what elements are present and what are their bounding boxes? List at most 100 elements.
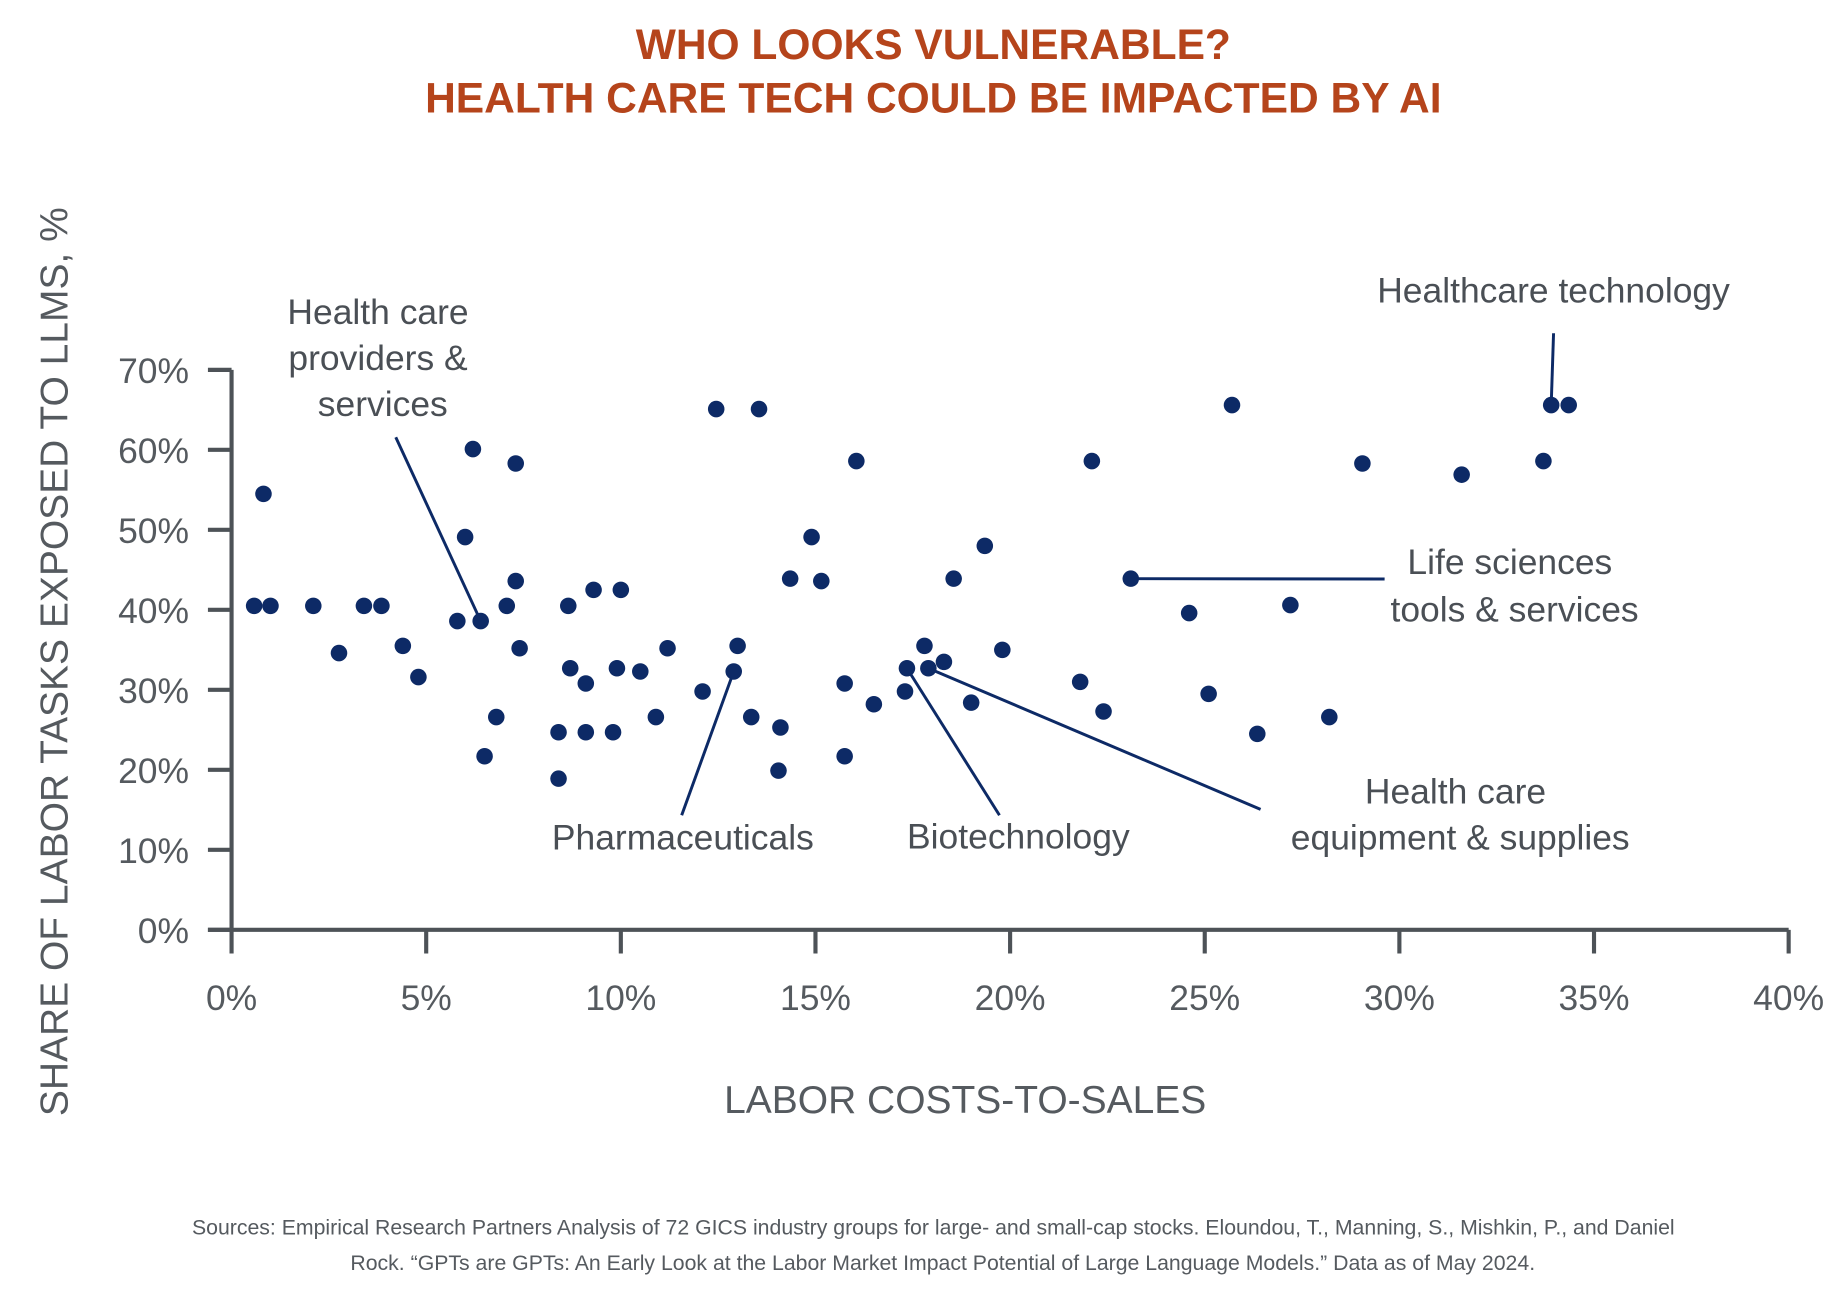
- data-point: [848, 452, 865, 470]
- data-point: [1200, 685, 1217, 703]
- data-point: [772, 719, 789, 736]
- annotation-healthcare-tech: Healthcare technology: [1377, 271, 1730, 311]
- data-point: [373, 597, 390, 615]
- annotation-life-sciences-line-1: Life sciences: [1407, 542, 1612, 582]
- x-tick-label: 35%: [1559, 978, 1630, 1018]
- data-point: [410, 668, 427, 686]
- y-tick-label: 60%: [118, 431, 189, 471]
- data-point: [1542, 396, 1560, 414]
- data-point: [916, 637, 933, 655]
- data-point: [770, 762, 787, 779]
- y-axis-label: SHARE OF LABOR TASKS EXPOSED TO LLMS, %: [33, 207, 76, 1116]
- data-point: [394, 637, 412, 655]
- chart-title-line-2: HEALTH CARE TECH COULD BE IMPACTED BY AI: [425, 74, 1441, 122]
- data-point: [507, 455, 524, 472]
- data-point: [994, 641, 1011, 659]
- x-tick-label: 30%: [1364, 978, 1435, 1018]
- data-point: [945, 570, 962, 587]
- y-tick-label: 30%: [118, 671, 189, 711]
- annotation-leader-line: [927, 666, 1262, 811]
- data-point: [803, 528, 820, 546]
- x-tick-label: 40%: [1753, 978, 1824, 1018]
- annotation-pharmaceuticals: Pharmaceuticals: [552, 818, 814, 858]
- data-point: [962, 694, 980, 711]
- y-tick-label: 10%: [118, 831, 189, 871]
- data-point: [550, 770, 567, 787]
- data-point: [330, 644, 348, 662]
- data-point: [472, 612, 489, 630]
- data-point: [550, 723, 567, 741]
- data-point: [1535, 452, 1552, 470]
- data-point: [1354, 455, 1371, 472]
- data-point: [976, 537, 994, 555]
- data-point: [647, 708, 665, 726]
- data-point: [255, 485, 272, 503]
- data-point: [305, 597, 322, 615]
- annotation-providers-line-1: Health care: [287, 292, 468, 332]
- data-point: [836, 747, 853, 765]
- data-point: [498, 597, 516, 615]
- data-point: [659, 639, 676, 657]
- data-point: [896, 683, 914, 700]
- data-point: [632, 663, 649, 680]
- data-point: [355, 597, 373, 615]
- data-point: [1282, 596, 1299, 614]
- x-tick-label: 10%: [585, 978, 656, 1018]
- data-point: [707, 400, 725, 418]
- annotation-equipment-line-1: Health care: [1365, 771, 1546, 811]
- sources-line-2: Rock. “GPTs are GPTs: An Early Look at t…: [350, 1251, 1535, 1275]
- data-point: [604, 723, 622, 741]
- data-point: [781, 570, 799, 587]
- y-tick-label: 50%: [118, 511, 189, 551]
- data-point: [865, 695, 883, 713]
- data-point: [511, 639, 528, 657]
- data-point: [1560, 396, 1577, 414]
- data-point: [560, 597, 577, 615]
- data-point: [262, 597, 279, 615]
- data-point: [449, 612, 466, 630]
- annotation-providers-line-2: providers &: [288, 338, 468, 378]
- data-point: [725, 663, 742, 680]
- data-point: [1321, 708, 1338, 726]
- data-point: [464, 440, 482, 458]
- y-tick-label: 40%: [118, 591, 189, 631]
- data-point: [561, 659, 579, 677]
- data-point: [1122, 570, 1140, 587]
- data-point: [1249, 725, 1266, 743]
- annotation-leader-line: [1549, 333, 1556, 406]
- data-point: [487, 708, 505, 726]
- data-point: [608, 659, 626, 677]
- data-points: [245, 396, 1577, 787]
- data-point: [694, 683, 711, 700]
- x-tick-label: 25%: [1169, 978, 1240, 1018]
- data-point: [507, 572, 524, 590]
- data-point: [456, 528, 474, 546]
- annotation-providers-line-3: services: [318, 384, 448, 424]
- data-point: [836, 675, 853, 692]
- annotation-leader-line: [680, 670, 736, 816]
- x-tick-label: 5%: [401, 978, 452, 1018]
- data-point: [577, 723, 595, 741]
- sources-line-1: Sources: Empirical Research Partners Ana…: [192, 1216, 1675, 1240]
- data-point: [1180, 604, 1198, 622]
- data-point: [1453, 466, 1470, 483]
- x-axis-label: LABOR COSTS-TO-SALES: [724, 1079, 1206, 1122]
- data-point: [476, 747, 493, 765]
- annotation-leaders: [394, 333, 1556, 817]
- data-point: [1223, 396, 1241, 414]
- axes: 0% 10% 20% 30% 40% 50% 60% 70% 0% 5% 10% 15% 20% 25% 3…: [118, 351, 1824, 1018]
- annotation-leader-line: [394, 436, 483, 622]
- data-point: [898, 659, 916, 677]
- x-tick-label: 0%: [206, 978, 257, 1018]
- y-tick-label: 0%: [138, 911, 189, 951]
- data-point: [577, 675, 595, 692]
- x-tick-label: 20%: [975, 978, 1046, 1018]
- data-point: [585, 581, 602, 599]
- data-point: [813, 572, 830, 590]
- annotation-life-sciences-line-2: tools & services: [1390, 590, 1638, 630]
- y-tick-label: 20%: [118, 751, 189, 791]
- chart-title-line-1: WHO LOOKS VULNERABLE?: [636, 21, 1231, 69]
- y-tick-label: 70%: [118, 351, 189, 391]
- annotation-leader-line: [905, 667, 1001, 817]
